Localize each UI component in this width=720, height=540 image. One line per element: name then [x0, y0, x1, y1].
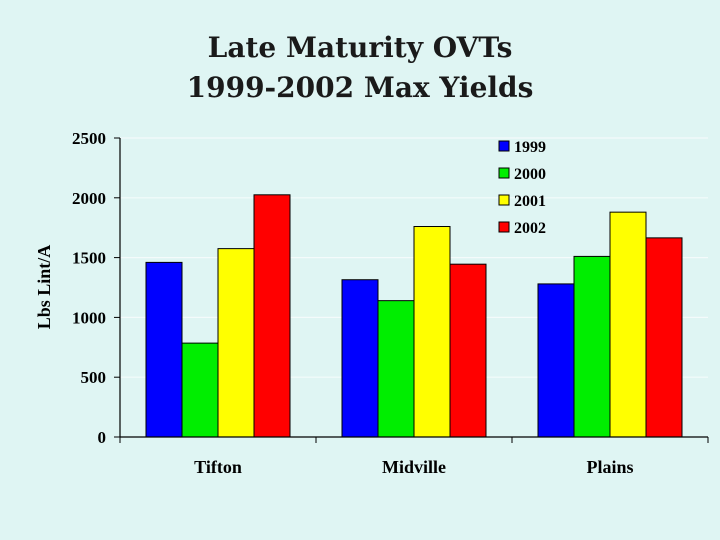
x-category-label: Midville [382, 457, 446, 477]
legend-swatch [498, 167, 510, 179]
slide-title-line-2: 1999-2002 Max Yields [186, 71, 534, 104]
x-category-label: Plains [586, 457, 633, 477]
bar-1999-midville [341, 279, 379, 438]
y-tick-label: 2500 [72, 129, 106, 148]
bar-2001-midville [413, 226, 451, 438]
bar-2001-tifton [217, 248, 255, 438]
bars [145, 194, 683, 438]
bar-2000-tifton [181, 342, 219, 438]
y-tick-label: 2000 [72, 189, 106, 208]
legend-label: 2000 [514, 166, 546, 183]
legend-label: 2002 [514, 220, 546, 237]
bar-2000-plains [573, 255, 611, 438]
legend: 1999 2000 2001 2002 [498, 139, 546, 237]
slide-title-line-1: Late Maturity OVTs [207, 31, 513, 64]
legend-label: 2001 [514, 193, 546, 210]
bar-2002-tifton [253, 194, 291, 438]
bar-2002-midville [449, 263, 487, 438]
legend-label: 1999 [514, 139, 546, 156]
y-tick-label: 0 [98, 428, 107, 447]
legend-swatch [498, 221, 510, 233]
bar-1999-plains [537, 283, 575, 438]
legend-swatch [498, 140, 510, 152]
bar-1999-tifton [145, 261, 183, 438]
y-tick-label: 500 [81, 368, 107, 387]
y-axis-title: Lbs Lint/A [34, 245, 54, 330]
x-category-label: Tifton [194, 457, 242, 477]
y-tick-label: 1500 [72, 249, 106, 268]
legend-swatch [498, 194, 510, 206]
y-tick-label: 1000 [72, 308, 106, 327]
bar-2001-plains [609, 211, 647, 438]
axes: 0 500 1000 1500 2000 2500 Tifton Midville Plains [72, 129, 709, 477]
bar-2002-plains [645, 237, 683, 438]
bar-2000-midville [377, 300, 415, 438]
